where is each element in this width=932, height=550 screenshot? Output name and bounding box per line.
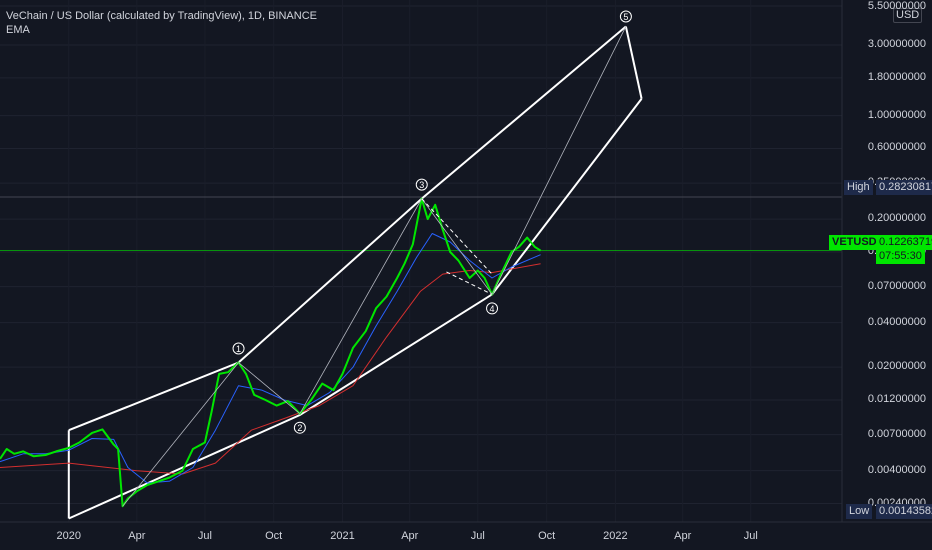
price-tick-label: 1.80000000: [867, 70, 926, 83]
time-tick-label: 2022: [603, 530, 628, 542]
price-line: [0, 197, 542, 508]
wave-marker-5: [619, 10, 632, 23]
high-value-badge: 0.28230817: [876, 180, 932, 195]
ema-fast-line: [0, 233, 541, 484]
currency-label[interactable]: USD: [893, 8, 923, 23]
time-tick-label: Apr: [128, 530, 146, 542]
price-tick-label: 5.50000000: [867, 0, 926, 12]
wave-markers: 1 2 3 4 5: [122, 10, 632, 507]
time-tick-label: Jul: [470, 530, 485, 542]
wave-line: [421, 198, 493, 295]
low-value-badge: 0.00143582: [876, 504, 932, 519]
wave-label-2: 2: [297, 423, 302, 433]
countdown-badge: 07:55:30: [876, 249, 925, 264]
wave-label-3: 3: [419, 180, 424, 190]
time-tick-label: Jul: [743, 530, 758, 542]
wave-line: [299, 198, 423, 414]
price-tick-label: 0.60000000: [867, 141, 926, 154]
low-label-badge: Low: [846, 504, 873, 519]
wave-line: [491, 26, 627, 295]
price-tick-label: 0.01200000: [867, 393, 926, 405]
wave-line: [238, 362, 301, 415]
symbol-badge: VETUSD: [829, 235, 880, 250]
time-tick-label: Apr: [674, 530, 692, 542]
wave-label-1: 1: [236, 344, 241, 354]
upper-channel-line: [68, 25, 627, 432]
ema-slow-line: [0, 263, 541, 475]
wave-marker-3: [415, 178, 428, 191]
price-tick-label: 3.00000000: [867, 37, 926, 50]
price-tick-label: 1.00000000: [867, 108, 926, 121]
wave-label-5: 5: [623, 12, 628, 22]
time-tick-label: 2020: [56, 530, 82, 542]
wave-label-4: 4: [490, 304, 495, 314]
wave4-dashed-upper: [421, 198, 493, 275]
chart-title: VeChain / US Dollar (calculated by Tradi…: [6, 10, 317, 22]
channel-lines: [67, 25, 643, 520]
time-tick-label: Oct: [265, 530, 283, 542]
wave4-dashed-lower: [446, 271, 493, 295]
price-tick-label: 0.00700000: [867, 427, 926, 440]
channel-right-edge: [624, 26, 643, 99]
time-tick-label: Jul: [197, 530, 212, 542]
grid-lines: [0, 5, 842, 505]
price-tick-label: 0.20000000: [867, 212, 926, 225]
current-price-badge: 0.12263719: [876, 235, 932, 250]
price-tick-label: 0.07000000: [867, 279, 926, 292]
time-tick-label: Apr: [401, 530, 419, 542]
time-tick-label: Oct: [538, 530, 556, 542]
price-tick-label: 0.00400000: [867, 463, 926, 476]
lower-channel-line: [68, 98, 643, 520]
high-label-badge: High: [844, 180, 873, 195]
wave-marker-2: [293, 421, 306, 434]
price-tick-label: 0.04000000: [867, 315, 926, 328]
wave-marker-1: [232, 342, 245, 355]
price-series: [0, 197, 542, 508]
time-tick-label: 2021: [330, 530, 355, 542]
indicator-label[interactable]: EMA: [6, 24, 30, 36]
price-tick-label: 0.02000000: [867, 360, 926, 373]
wave-line: [122, 362, 239, 507]
wave-marker-4: [486, 302, 499, 315]
